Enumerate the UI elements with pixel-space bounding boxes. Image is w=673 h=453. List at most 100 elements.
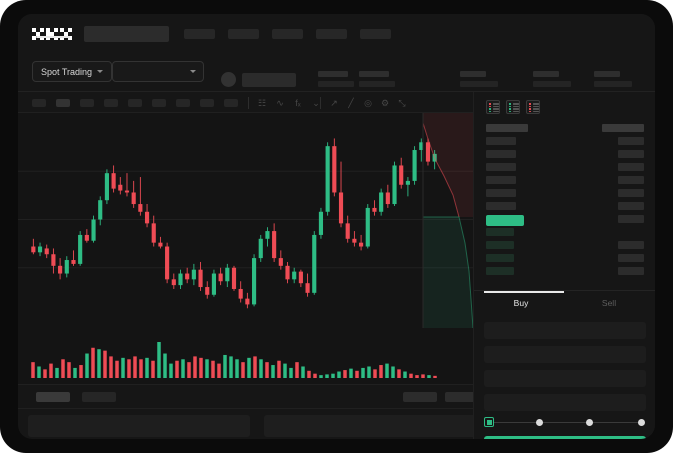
bottom-action-1[interactable] [403, 392, 437, 402]
amount-percent-slider[interactable] [484, 416, 646, 428]
orderbook-view-bids[interactable] [506, 100, 520, 114]
orderbook-toggle-mark [512, 105, 519, 108]
orderbook-row[interactable] [486, 254, 514, 262]
camera-icon[interactable]: ◎ [364, 98, 372, 108]
orderbook-row[interactable] [486, 228, 514, 236]
orderbook-row[interactable] [618, 176, 644, 184]
volume-chart[interactable] [18, 328, 473, 384]
timeframe-6[interactable] [152, 99, 166, 107]
okx-logo[interactable] [32, 28, 72, 41]
price-field[interactable] [484, 346, 646, 363]
stat-low-24h-value [533, 81, 571, 87]
timeframe-9[interactable] [224, 99, 238, 107]
submit-order-button[interactable] [484, 436, 646, 439]
trading-pair-select[interactable] [112, 61, 204, 82]
stat-volume-24h [594, 71, 632, 87]
line-chart-icon[interactable]: ∿ [276, 98, 284, 108]
total-field[interactable] [484, 394, 646, 411]
nav-item-4[interactable] [316, 29, 347, 39]
price-chart[interactable] [18, 113, 473, 328]
stat-change-24h-label [359, 71, 389, 77]
orderbook-row[interactable] [486, 189, 516, 197]
trading-mode-select[interactable]: Spot Trading [32, 61, 113, 82]
orderbook-view-both[interactable] [486, 100, 500, 114]
timeframe-3[interactable] [80, 99, 94, 107]
orderbook-row[interactable] [618, 137, 644, 145]
orderbook-row[interactable] [618, 150, 644, 158]
orderbook-row[interactable] [486, 241, 514, 249]
buy-sell-tabs: Buy Sell [474, 290, 655, 314]
orderbook-row[interactable] [618, 267, 644, 275]
chevron-down-icon[interactable]: ⌄ [312, 98, 320, 108]
orderbook-toggle-mark [489, 105, 491, 108]
orderbook-toggle-mark [509, 105, 511, 108]
nav-item-3[interactable] [272, 29, 303, 39]
orderbook-row[interactable] [618, 163, 644, 171]
timeframe-1[interactable] [32, 99, 46, 107]
slider-handle[interactable] [484, 417, 494, 427]
orderbook-row[interactable] [486, 202, 516, 210]
coin-avatar [221, 72, 236, 87]
toolbar-divider [248, 97, 249, 109]
tab-open-orders[interactable] [36, 392, 70, 402]
header-search-input[interactable] [84, 26, 169, 42]
orderbook-toggle-mark [509, 103, 511, 105]
orderbook-row[interactable] [486, 150, 516, 158]
chart-toolbar: ☷ ∿ fₓ ⌄ ↗ ╱ ◎ ⚙ ⤡ [18, 92, 473, 113]
orderbook-toggle-mark [529, 110, 531, 113]
bottom-action-2[interactable] [445, 392, 479, 402]
timeframe-2[interactable] [56, 99, 70, 107]
magnet-icon[interactable]: ╱ [348, 98, 354, 108]
timeframe-8[interactable] [200, 99, 214, 107]
orderbook-row[interactable] [618, 241, 644, 249]
tab-sell[interactable]: Sell [601, 298, 617, 308]
orderbook-row[interactable] [486, 163, 516, 171]
top-header [18, 14, 655, 52]
settings-icon[interactable]: ⚙ [380, 98, 390, 108]
nav-item-1[interactable] [184, 29, 215, 39]
nav-item-2[interactable] [228, 29, 259, 39]
orderbook-toggle-mark [509, 108, 511, 110]
trading-mode-label: Spot Trading [41, 66, 93, 77]
orderbook-row[interactable] [618, 189, 644, 197]
slider-dot-100[interactable] [637, 418, 645, 426]
nav-item-5[interactable] [360, 29, 391, 39]
stat-low-24h [533, 71, 571, 87]
tab-order-history[interactable] [82, 392, 116, 402]
orderbook-row[interactable] [618, 202, 644, 210]
orderbook-row[interactable] [486, 176, 516, 184]
orderbook-rows [474, 120, 655, 285]
orderbook-toggle-mark [512, 108, 519, 110]
order-type-field[interactable] [484, 322, 646, 339]
timeframe-4[interactable] [104, 99, 118, 107]
slider-track [489, 421, 641, 423]
orderbook-toggle-mark [489, 110, 491, 113]
amount-field[interactable] [484, 370, 646, 387]
orderbook-row[interactable] [618, 215, 644, 223]
timeframe-5[interactable] [128, 99, 142, 107]
trendline-icon[interactable]: ↗ [330, 98, 338, 108]
orderbook-row[interactable] [618, 254, 644, 262]
slider-dot-33[interactable] [535, 418, 543, 426]
orderbook-best-price-row[interactable] [486, 215, 524, 226]
candlestick-chart-icon[interactable]: ☷ [257, 98, 267, 108]
fullscreen-icon[interactable]: ⤡ [398, 98, 406, 108]
orders-tab-bar [18, 384, 479, 409]
orderbook-row[interactable] [486, 137, 516, 145]
stat-last-price-label [318, 71, 348, 77]
stat-high-24h [460, 71, 498, 87]
orderbook-view-asks[interactable] [526, 100, 540, 114]
chevron-down-icon [97, 70, 104, 73]
bottom-panel-left [28, 415, 250, 437]
stat-change-24h-value [359, 81, 395, 87]
tab-buy[interactable]: Buy [513, 298, 529, 308]
orderbook-row[interactable] [602, 124, 644, 132]
orderbook-row[interactable] [486, 267, 514, 275]
orderbook-toggle-mark [532, 108, 539, 110]
indicators-icon[interactable]: fₓ [295, 98, 301, 108]
orderbook-toggle-mark [529, 108, 531, 110]
orderbook-row[interactable] [486, 124, 528, 132]
slider-dot-66[interactable] [585, 418, 593, 426]
timeframe-7[interactable] [176, 99, 190, 107]
